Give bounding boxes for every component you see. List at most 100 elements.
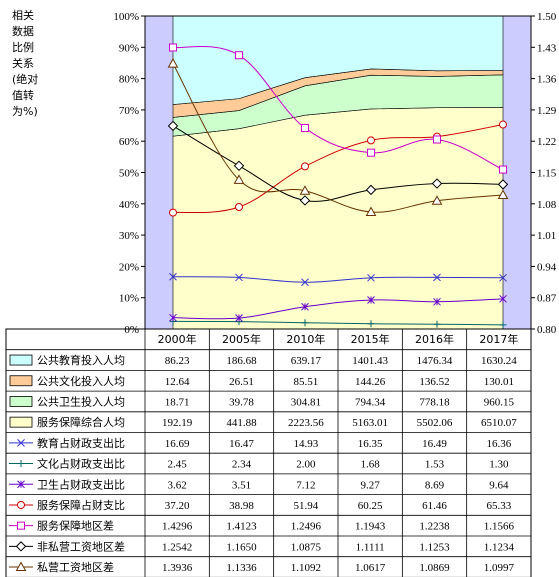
right-tick-label: 1.08 [537, 199, 557, 211]
data-point [235, 51, 243, 60]
legend-label: 公共卫生投入人均 [37, 394, 125, 408]
legend-label: 公共教育投入人均 [37, 353, 125, 367]
legend-label: 服务保障占财支比 [37, 498, 125, 512]
data-label: 1.1111 [356, 541, 385, 553]
data-label: 1.1336 [226, 562, 257, 574]
series-6 [167, 120, 509, 206]
right-tick-label: 1.43 [537, 42, 557, 54]
data-label: 6510.07 [481, 417, 517, 429]
data-label: 186.68 [226, 355, 257, 367]
data-label: 16.35 [358, 438, 383, 450]
data-point [233, 160, 245, 171]
data-label: 960.15 [484, 396, 515, 408]
legend-label: 教育占财政支出比 [37, 436, 125, 450]
data-label: 38.98 [229, 500, 254, 512]
data-label: 12.64 [165, 376, 190, 388]
data-label: 5502.06 [417, 417, 453, 429]
legend-marker [17, 500, 25, 509]
data-label: 1.1234 [484, 541, 515, 553]
legend-key-4 [9, 416, 33, 428]
data-point [499, 165, 507, 174]
data-label: 61.46 [422, 500, 447, 512]
left-tick-label: 40% [119, 199, 139, 211]
data-label: 85.51 [293, 376, 318, 388]
legend-swatch [9, 375, 33, 387]
series-line [172, 45, 504, 171]
data-point [301, 302, 309, 311]
left-tick-label: 10% [119, 293, 139, 305]
series-line [172, 125, 504, 202]
series-7 [167, 58, 509, 216]
left-tick-label: 30% [119, 230, 139, 242]
x-tick-label: 2017年 [479, 332, 518, 346]
left-tick-label: 50% [119, 168, 139, 180]
data-label: 14.93 [293, 438, 318, 450]
x-tick-label: 2015年 [351, 332, 390, 346]
axes: 0% 10% 20% 30% 40% 50% 60% 70% 80% 90% 100% 0.80 0.8… [113, 11, 556, 336]
data-point [433, 135, 441, 144]
y-axis-label-line: 关系 [12, 56, 34, 70]
data-point [301, 123, 309, 132]
data-point [301, 319, 309, 327]
data-point [433, 273, 441, 282]
y-axis-label-line: 值转 [12, 88, 34, 102]
data-point [367, 320, 375, 328]
y-axis-label-line: 相关 [12, 8, 34, 22]
data-label: 1630.24 [481, 355, 517, 367]
right-tick-label: 1.22 [537, 136, 556, 148]
legend-marker [17, 438, 25, 447]
data-point [169, 313, 177, 322]
data-label: 16.49 [422, 438, 447, 450]
data-label: 1.4296 [162, 521, 193, 533]
left-tick-label: 70% [119, 105, 139, 117]
data-label: 1.1943 [355, 521, 386, 533]
data-point [365, 184, 377, 196]
data-label: 130.01 [484, 376, 514, 388]
data-label: 1.1650 [226, 541, 257, 553]
legend-label: 非私营工资地区差 [37, 539, 125, 553]
data-point [233, 174, 245, 184]
data-point [367, 148, 375, 157]
data-point [497, 189, 509, 199]
data-label: 16.36 [486, 438, 511, 450]
y-axis-label-line: 数据 [12, 24, 34, 38]
x-tick-label: 2005年 [222, 332, 261, 346]
data-label: 8.69 [425, 479, 445, 491]
data-point [169, 43, 177, 52]
data-point [431, 195, 443, 205]
data-label: 192.19 [162, 417, 193, 429]
right-tick-label: 0.94 [537, 261, 557, 273]
right-tick-label: 1.36 [537, 74, 557, 86]
data-point [169, 208, 177, 217]
data-label: 39.78 [229, 396, 254, 408]
legend-key-11 [9, 561, 33, 572]
x-tick-label: 2010年 [286, 332, 325, 346]
data-point [497, 179, 509, 190]
data-point [431, 178, 443, 189]
x-tick-label: 2016年 [415, 332, 454, 346]
data-label: 1.2496 [291, 521, 322, 533]
data-label: 2.45 [168, 459, 188, 471]
data-point [299, 195, 311, 206]
data-label: 136.52 [419, 376, 449, 388]
legend-marker [17, 460, 25, 468]
data-label: 1.2542 [162, 541, 192, 553]
data-point [299, 185, 311, 195]
series-1 [169, 272, 507, 287]
data-label: 65.33 [486, 500, 511, 512]
right-tick-label: 1.15 [537, 168, 557, 180]
data-label: 7.12 [296, 479, 315, 491]
data-label: 1.2238 [419, 521, 450, 533]
data-point [499, 321, 507, 329]
data-point [167, 58, 179, 68]
right-tick-label: 0.80 [537, 324, 557, 336]
series-lines [167, 43, 509, 329]
series-3 [169, 294, 507, 322]
data-point [365, 206, 377, 216]
data-label: 1.0869 [419, 562, 450, 574]
data-label: 1.1092 [291, 562, 321, 574]
legend-swatch [9, 354, 33, 366]
data-label: 16.69 [165, 438, 190, 450]
data-label: 1.0997 [484, 562, 515, 574]
